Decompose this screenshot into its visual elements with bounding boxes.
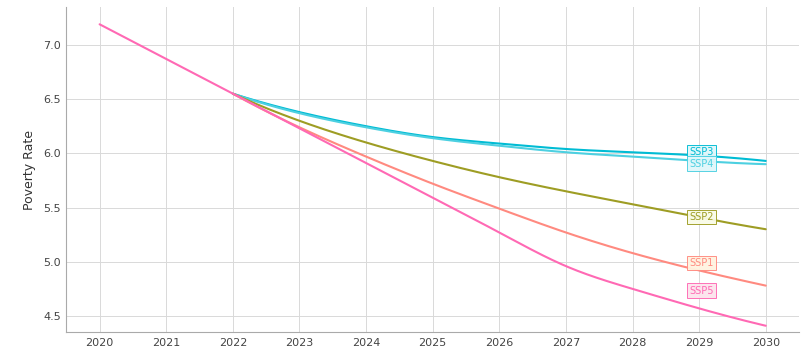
Text: SSP5: SSP5 — [689, 286, 713, 295]
Text: SSP2: SSP2 — [689, 212, 713, 222]
Text: SSP4: SSP4 — [689, 159, 713, 169]
Y-axis label: Poverty Rate: Poverty Rate — [23, 130, 36, 210]
Text: SSP1: SSP1 — [689, 258, 713, 268]
Text: SSP3: SSP3 — [689, 147, 713, 157]
